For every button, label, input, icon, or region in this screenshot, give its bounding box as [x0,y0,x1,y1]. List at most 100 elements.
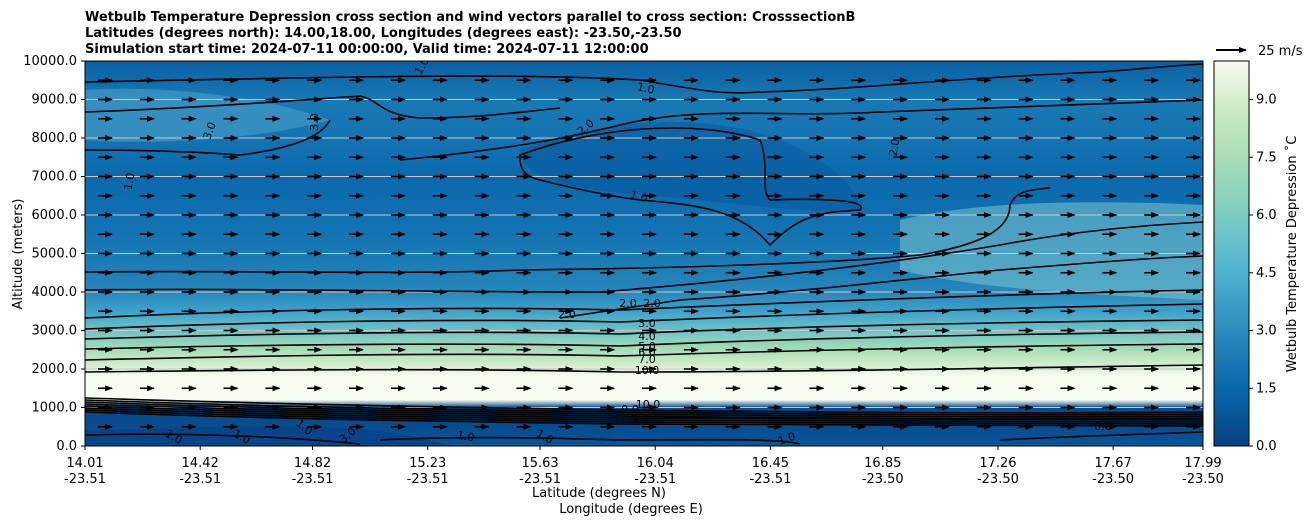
x-tick-label-lon: -23.51 [749,472,791,487]
x-tick-label-lat: 16.45 [752,456,789,471]
y-tick-label: 5000.0 [32,247,78,262]
contour-label: 10.0 [635,364,660,377]
x-tick-label-lat: 17.67 [1095,456,1132,471]
contour-line [85,95,561,119]
wind-vectors [98,77,1201,430]
contour-label: 1.0 [534,427,556,447]
y-tick-label: 2000.0 [32,362,78,377]
y-tick-label: 4000.0 [32,285,78,300]
x-tick-label-lon: -23.50 [977,472,1019,487]
contour-label: 3.0 [638,317,656,330]
contour-label: 2.0 [558,308,576,321]
contour-line [85,63,1203,94]
colorbar-tick-label: 4.5 [1256,266,1277,281]
contour-label: 2.0 [619,297,637,310]
x-tick-label-lon: -23.51 [519,472,561,487]
x-tick-label-lat: 14.82 [294,456,331,471]
moist-region-upper [520,121,860,212]
x-tick-label-lat: 17.99 [1184,456,1221,471]
contour-lines [85,63,1203,445]
contour-line [399,99,1203,161]
contour-line [85,319,1203,340]
colorbar [1213,60,1250,447]
contour-line [85,411,1203,427]
contour-line [519,127,863,247]
x-axis-label-lon: Longitude (degrees E) [559,502,703,517]
x-tick-label-lat: 17.26 [979,456,1016,471]
y-tick-label: 0.0 [56,439,77,454]
contour-line [85,221,1203,293]
contour-line [559,255,1203,319]
contour-line [85,303,1203,330]
x-tick-label-lat: 14.01 [66,456,103,471]
x-tick-label-lon: -23.51 [179,472,221,487]
y-axis-ticks: 0.0 1000.0 2000.0 3000.0 4000.0 5000.0 6000.0 7… [23,54,85,454]
chart-title-line-3: Simulation start time: 2024-07-11 00:00:… [85,42,649,57]
contour-line [85,433,801,445]
y-tick-label: 7000.0 [32,170,78,185]
x-tick-label-lon: -23.51 [292,472,334,487]
x-tick-label-lon: -23.51 [64,472,106,487]
dry-region-right [900,202,1203,300]
contour-label: 1.0 [163,427,185,447]
contour-label: 1.0 [776,430,797,448]
x-tick-label-lon: -23.50 [1182,472,1224,487]
y-tick-label: 3000.0 [32,324,78,339]
x-tick-label-lat: 15.63 [521,456,558,471]
x-tick-label-lat: 16.04 [637,456,674,471]
x-tick-label-lon: -23.51 [407,472,449,487]
contour-line [85,399,1203,416]
contour-label: 10.0 [636,398,661,411]
plot-area: 1.01.03.0 3.0 2.02.01.01.02.02.0 2.03.04.05… [85,61,1203,448]
x-tick-label-lat: 15.23 [409,456,446,471]
x-tick-label-lat: 16.85 [864,456,901,471]
contour-line [85,409,1203,425]
contour-line [85,401,1203,418]
contour-label: 1.0 [631,412,649,425]
x-axis-ticks: 14.01-23.5114.42-23.5114.82-23.5115.23-2… [64,446,1224,487]
contour-line [85,397,1203,414]
chart-title-line-2: Latitudes (degrees north): 14.00,18.00, … [85,26,682,41]
colorbar-tick-label: 1.5 [1256,381,1277,396]
x-tick-label-lon: -23.51 [634,472,676,487]
contour-line [85,343,1203,361]
contour-line [85,364,1203,373]
contour-label: 2.0 [643,297,661,310]
contour-label: 9.0 [621,403,639,416]
x-axis-label-lat: Latitude (degrees N) [532,486,666,501]
dry-region-left-upper [85,88,330,142]
colorbar-tick-label: 9.0 [1256,93,1277,108]
contour-label: 1.0 [629,188,649,205]
contour-line [85,407,1203,423]
contour-label: 3.0 [308,113,321,131]
x-tick-label-lon: -23.50 [862,472,904,487]
colorbar-ticks: 0.0 1.5 3.0 4.5 6.0 7.5 9.0 [1249,93,1277,454]
colorbar-label: Wetbulb Temperature Depression ˚C [1284,136,1300,373]
contour-line [999,431,1203,441]
y-tick-label: 8000.0 [32,131,78,146]
x-tick-label-lon: -23.50 [1092,472,1134,487]
chart-title-line-1: Wetbulb Temperature Depression cross sec… [85,10,855,25]
y-tick-label: 9000.0 [32,93,78,108]
wind-key-label: 25 m/s [1258,44,1303,59]
colorbar-tick-label: 0.0 [1256,439,1277,454]
contour-label: 2.0 [887,138,903,157]
contour-label: 3.0 [201,120,219,141]
contour-line [85,331,1203,350]
x-tick-label-lat: 14.42 [182,456,219,471]
colorbar-tick-label: 6.0 [1256,208,1277,223]
contour-line [85,119,331,156]
contour-label: 1.0 [122,172,138,191]
contour-label: 1.0 [231,427,253,447]
contour-label: 7.0 [638,353,656,366]
bottom-dark-band [85,426,470,446]
contour-line [85,289,1203,319]
contour-label: 1.0 [456,429,475,445]
colorbar-tick-label: 7.5 [1256,150,1277,165]
y-tick-label: 1000.0 [32,401,78,416]
contour-label: 1.0 [636,80,656,96]
colorbar-tick-label: 3.0 [1256,324,1277,339]
y-axis-label: Altitude (meters) [11,199,26,310]
y-tick-label: 6000.0 [32,208,78,223]
